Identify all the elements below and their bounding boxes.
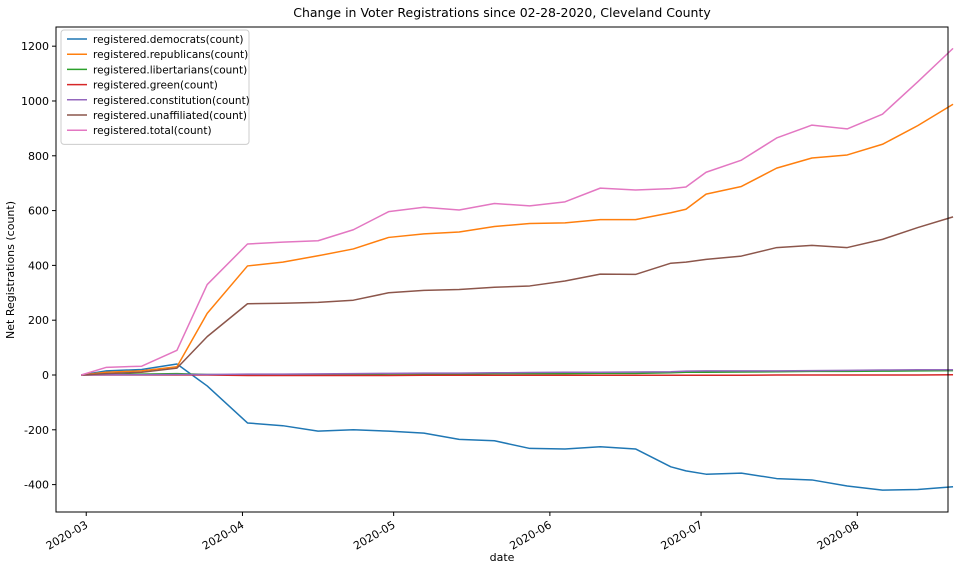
y-tick-label: 1000 xyxy=(21,95,49,108)
series-line-registered-democrats-count xyxy=(81,363,954,491)
plot-frame xyxy=(55,26,949,513)
y-tick-label: -400 xyxy=(24,479,49,492)
y-tick-label: 1200 xyxy=(21,40,49,53)
x-axis-label: date xyxy=(490,551,515,564)
legend-box xyxy=(60,29,250,145)
y-tick-label: -200 xyxy=(24,424,49,437)
legend-entry: registered.republicans(count) xyxy=(93,49,248,61)
y-tick-label: 200 xyxy=(28,314,49,327)
series-line-registered-constitution-count xyxy=(81,369,954,376)
series-line-registered-total-count xyxy=(80,47,954,376)
legend-entry: registered.libertarians(count) xyxy=(93,64,247,76)
y-tick-label: 400 xyxy=(28,259,49,272)
series-lines xyxy=(80,47,954,491)
chart-title: Change in Voter Registrations since 02-2… xyxy=(293,5,711,20)
series-line-registered-republicans-count xyxy=(81,103,954,376)
legend-entry: registered.unaffiliated(count) xyxy=(93,110,247,122)
series-line-registered-green-count xyxy=(81,373,954,377)
y-axis: -400 -200 0 200 400 600 800 1000 1200 xyxy=(21,40,56,492)
legend-entry: registered.green(count) xyxy=(93,80,218,92)
legend-entry: registered.constitution(count) xyxy=(93,95,250,107)
y-tick-label: 600 xyxy=(28,205,49,218)
legend-entry: registered.total(count) xyxy=(93,125,212,137)
legend-entry: registered.democrats(count) xyxy=(93,34,243,46)
y-tick-label: 800 xyxy=(28,150,49,163)
legend: registered.democrats(count) registered.re… xyxy=(60,29,250,145)
series-line-registered-unaffiliated-count xyxy=(81,216,954,376)
y-axis-label: Net Registrations (count) xyxy=(4,201,17,339)
y-tick-label: 0 xyxy=(42,369,49,382)
